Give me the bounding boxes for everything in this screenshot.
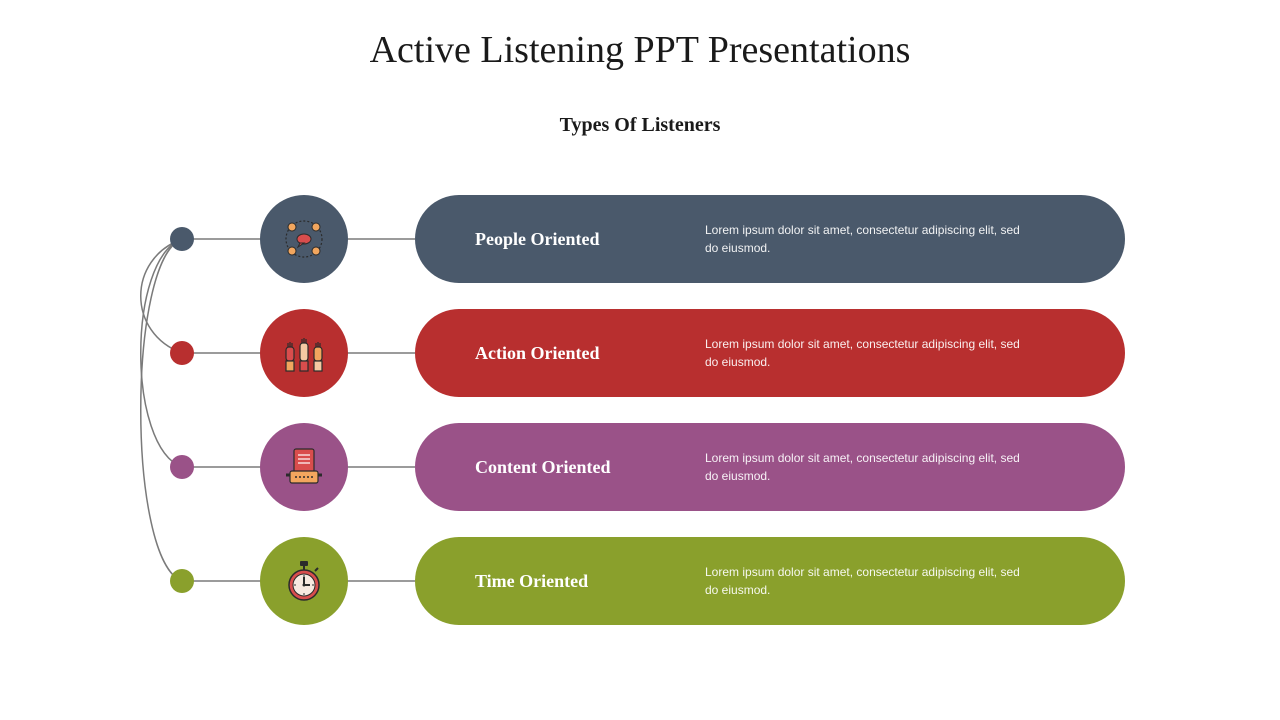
connector-dot — [170, 341, 194, 365]
listeners-diagram: People OrientedLorem ipsum dolor sit ame… — [120, 195, 1160, 675]
category-icon-circle — [260, 309, 348, 397]
raised-hands-icon — [280, 329, 328, 377]
people-communication-icon — [280, 215, 328, 263]
listener-type-description: Lorem ipsum dolor sit amet, consectetur … — [705, 221, 1025, 257]
stopwatch-icon — [280, 557, 328, 605]
listener-type-row: People OrientedLorem ipsum dolor sit ame… — [415, 195, 1125, 283]
listener-type-row: Action OrientedLorem ipsum dolor sit ame… — [415, 309, 1125, 397]
subtitle: Types Of Listeners — [0, 114, 1280, 137]
page-title: Active Listening PPT Presentations — [0, 0, 1280, 72]
category-icon-circle — [260, 537, 348, 625]
connector-dot — [170, 569, 194, 593]
listener-type-label: Content Oriented — [475, 457, 705, 478]
listener-type-description: Lorem ipsum dolor sit amet, consectetur … — [705, 449, 1025, 485]
category-icon-circle — [260, 423, 348, 511]
listener-type-description: Lorem ipsum dolor sit amet, consectetur … — [705, 563, 1025, 599]
listener-type-row: Content OrientedLorem ipsum dolor sit am… — [415, 423, 1125, 511]
category-icon-circle — [260, 195, 348, 283]
listener-type-label: Action Oriented — [475, 343, 705, 364]
connector-dot — [170, 455, 194, 479]
listener-type-label: Time Oriented — [475, 571, 705, 592]
listener-type-row: Time OrientedLorem ipsum dolor sit amet,… — [415, 537, 1125, 625]
connector-dot — [170, 227, 194, 251]
typewriter-document-icon — [280, 443, 328, 491]
listener-type-label: People Oriented — [475, 229, 705, 250]
listener-type-description: Lorem ipsum dolor sit amet, consectetur … — [705, 335, 1025, 371]
